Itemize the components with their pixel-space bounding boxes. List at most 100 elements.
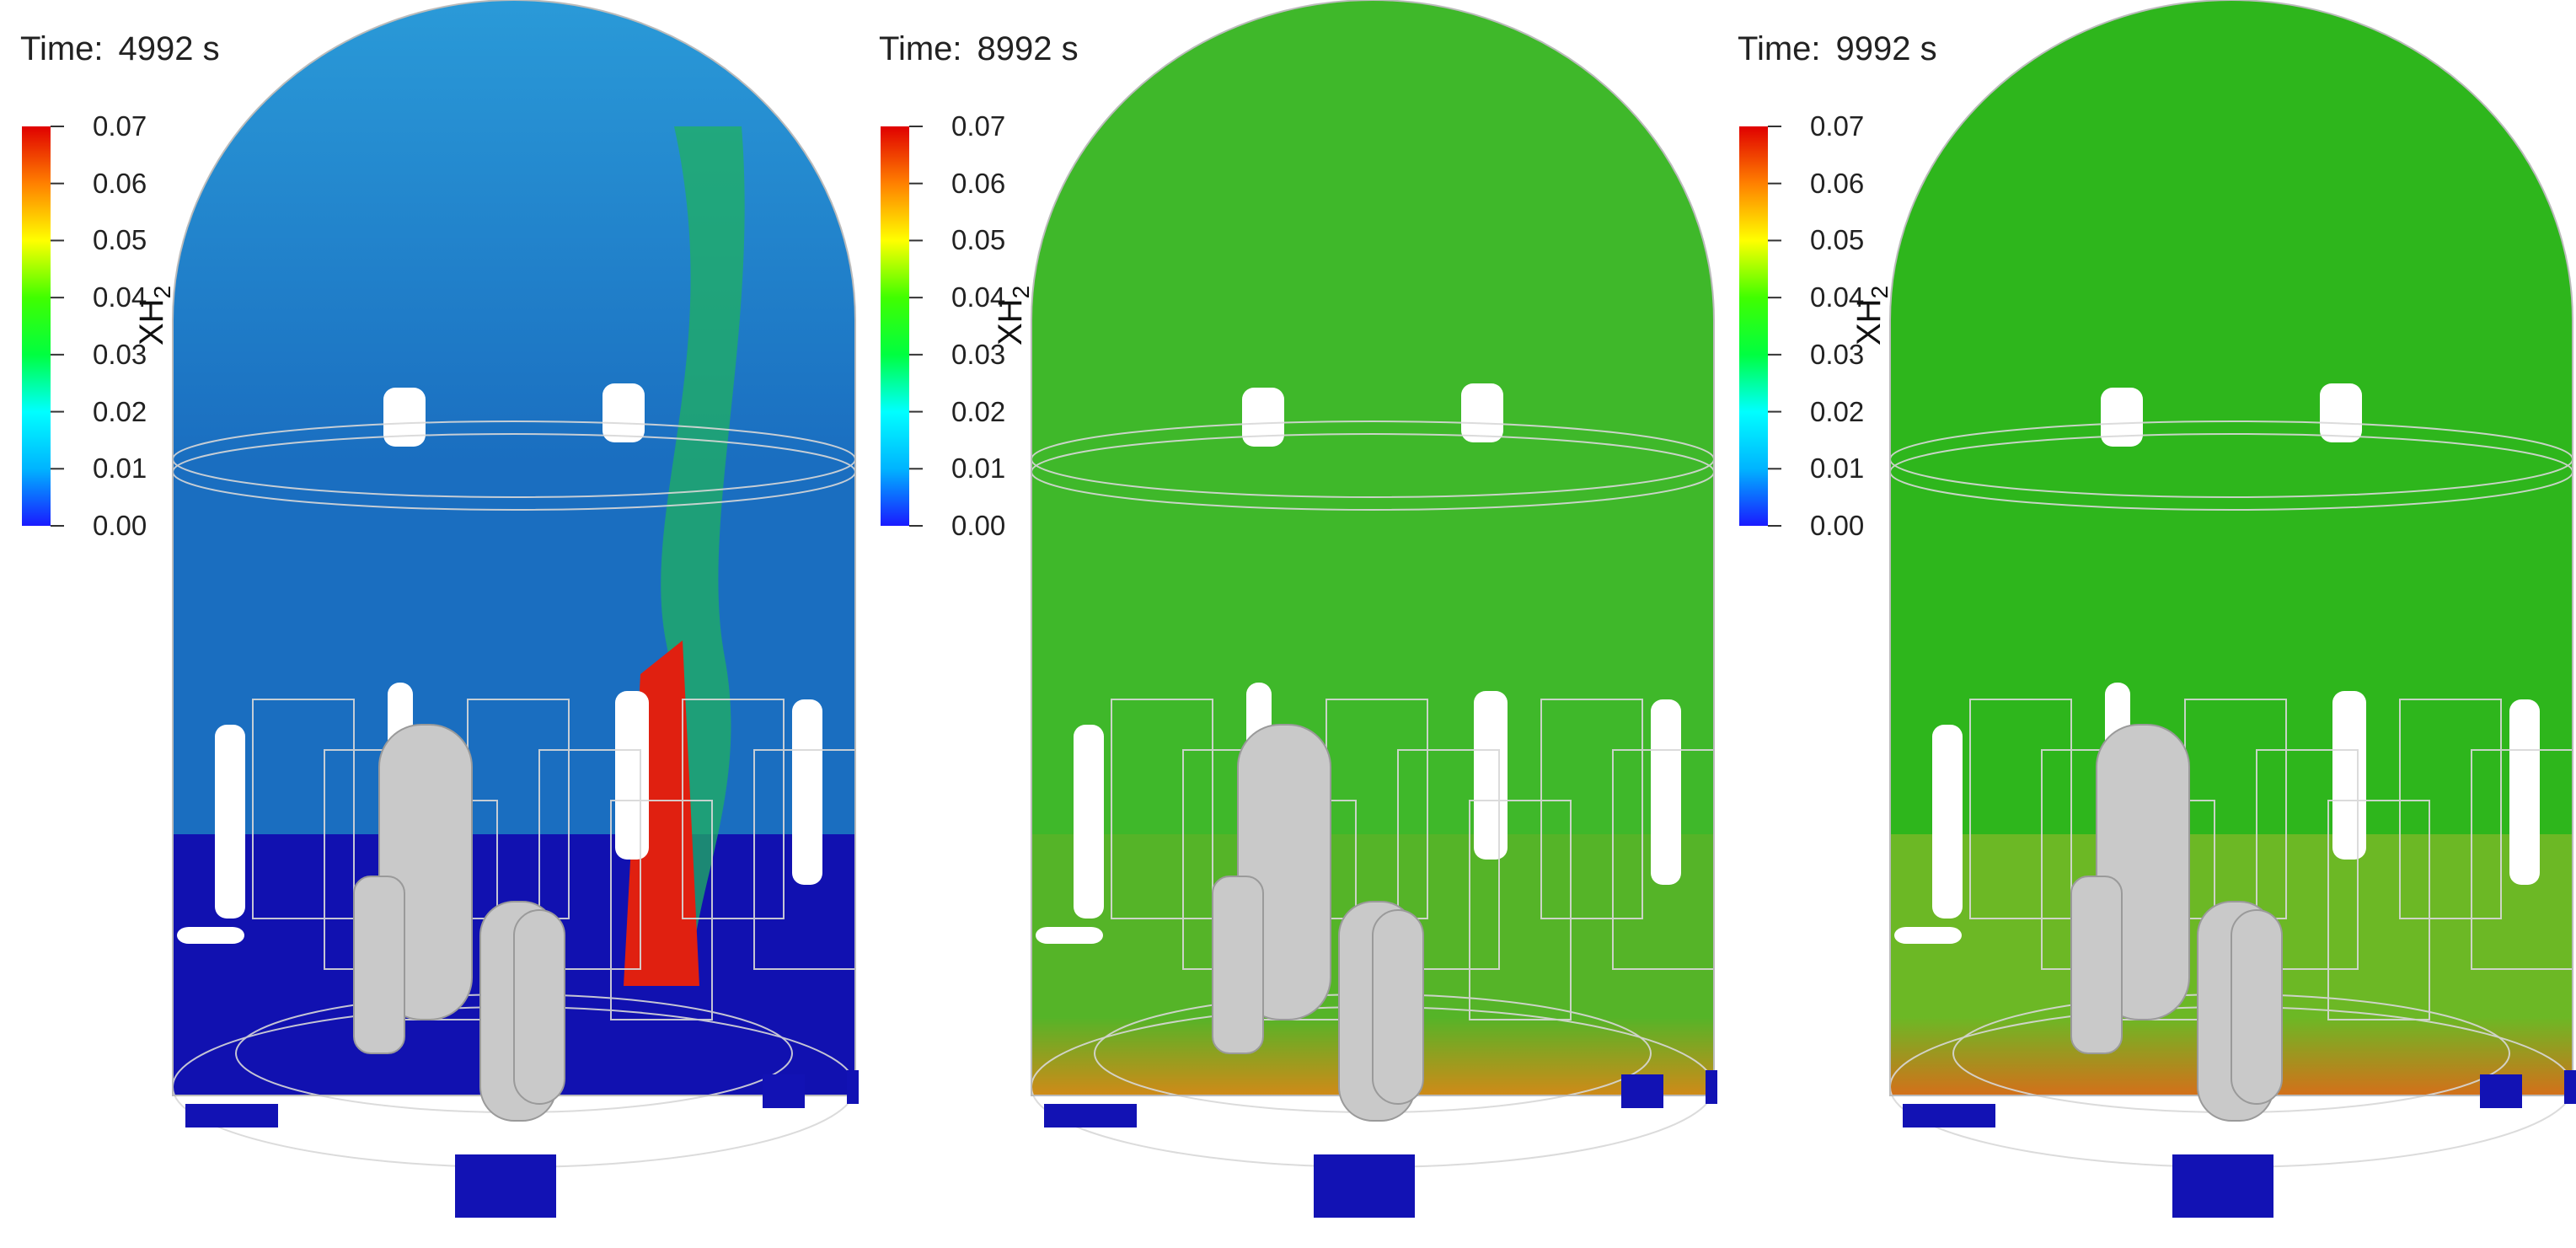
colorbar-scale	[881, 126, 909, 526]
opening	[792, 699, 822, 885]
opening	[1461, 383, 1503, 442]
colorbar-tick-label: 0.00	[93, 510, 147, 541]
frame-line	[1469, 800, 1572, 1020]
frame-line	[2256, 749, 2359, 970]
containment-outline	[172, 0, 856, 1096]
pump	[353, 876, 405, 1054]
opening	[2332, 691, 2366, 860]
colorbar-tick-label: 0.00	[951, 510, 1006, 541]
colorbar-tick-label: 0.01	[951, 453, 1006, 485]
colorbar-tick-label: 0.01	[1810, 453, 1865, 485]
colorbar-scale	[22, 126, 51, 526]
sump-region	[847, 1070, 859, 1104]
colorbar-title-sub: 2	[1866, 285, 1893, 299]
opening	[2509, 699, 2540, 885]
frame-line	[2327, 800, 2430, 1020]
frame-line	[1540, 699, 1643, 919]
colorbar-scale	[1739, 126, 1768, 526]
colorbar-title-sub: 2	[1008, 285, 1034, 299]
pump	[2070, 876, 2123, 1054]
frame-line	[610, 800, 713, 1020]
opening	[1651, 699, 1681, 885]
time-value: 8992 s	[977, 30, 1079, 67]
containment-render	[881, 0, 1717, 1218]
time-value: 9992 s	[1835, 30, 1937, 67]
colorbar-tick-label: 0.05	[951, 224, 1006, 256]
colorbar-tick-label: 0.03	[951, 338, 1006, 370]
colorbar-tick-label: 0.06	[93, 167, 147, 199]
frame-line	[1397, 749, 1500, 970]
reactor-components	[353, 724, 565, 1122]
colorbar-tick-label: 0.04	[93, 281, 147, 313]
reactor-components	[1212, 724, 1424, 1122]
opening	[602, 383, 645, 442]
sump-region	[1706, 1070, 1717, 1104]
colorbar-title: XH2	[992, 286, 1035, 345]
colorbar-title-text: XH	[133, 298, 170, 345]
sump-region	[763, 1074, 805, 1108]
colorbar-tick-label: 0.00	[1810, 510, 1865, 541]
sump-region	[455, 1154, 556, 1218]
sump-region	[1903, 1104, 1995, 1127]
colorbar-tick-label: 0.07	[1810, 110, 1865, 142]
panel-time-4992: Time: 4992 s 0.07 0.06 0.05 0.04 0.03 0.02 0.01…	[0, 0, 859, 1248]
sump-region	[1314, 1154, 1415, 1218]
colorbar-title-text: XH	[992, 298, 1029, 345]
colorbar-tick-label: 0.04	[1810, 281, 1865, 313]
opening	[2101, 388, 2143, 447]
colorbar-tick-label: 0.07	[93, 110, 147, 142]
colorbar-tick-label: 0.02	[951, 395, 1006, 427]
time-prefix: Time:	[1738, 30, 1821, 67]
opening	[1036, 927, 1103, 944]
frame-line	[252, 699, 355, 919]
containment-outline	[1031, 0, 1715, 1096]
opening	[383, 388, 426, 447]
colorbar-tick-label: 0.05	[1810, 224, 1865, 256]
time-label: Time: 9992 s	[1738, 30, 1937, 68]
loop-pipe	[513, 909, 565, 1105]
time-value: 4992 s	[118, 30, 220, 67]
containment-render	[1739, 0, 2576, 1218]
colorbar-title-text: XH	[1850, 298, 1888, 345]
opening	[1474, 691, 1508, 860]
time-label: Time: 4992 s	[20, 30, 220, 68]
colorbar-tick-label: 0.02	[93, 395, 147, 427]
containment-render	[22, 0, 859, 1218]
opening	[1932, 725, 1963, 919]
loop-pipe	[2231, 909, 2283, 1105]
colorbar-tick-label: 0.02	[1810, 395, 1865, 427]
colorbar-tick-label: 0.01	[93, 453, 147, 485]
sump-region	[2564, 1070, 2576, 1104]
loop-pipe	[1372, 909, 1424, 1105]
sump-region	[185, 1104, 278, 1127]
time-prefix: Time:	[879, 30, 962, 67]
panel-time-8992: Time: 8992 s 0.07 0.06 0.05 0.04 0.03 0.02 0.01…	[859, 0, 1717, 1248]
colorbar-title: XH2	[133, 286, 176, 345]
frame-line	[538, 749, 641, 970]
panel-time-9992: Time: 9992 s 0.07 0.06 0.05 0.04 0.03 0.02 0.01…	[1717, 0, 2576, 1248]
frame-line	[1111, 699, 1213, 919]
colorbar-tick-label: 0.06	[951, 167, 1006, 199]
time-label: Time: 8992 s	[879, 30, 1079, 68]
frame-line	[2399, 699, 2502, 919]
opening	[1074, 725, 1104, 919]
frame-line	[682, 699, 785, 919]
colorbar-tick-label: 0.03	[93, 338, 147, 370]
colorbar-title: XH2	[1850, 286, 1893, 345]
opening	[177, 927, 244, 944]
colorbar-tick-label: 0.03	[1810, 338, 1865, 370]
colorbar-tick-label: 0.06	[1810, 167, 1865, 199]
opening	[615, 691, 649, 860]
opening	[1894, 927, 1962, 944]
opening	[1242, 388, 1284, 447]
reactor-components	[2070, 724, 2283, 1122]
sump-region	[1044, 1104, 1137, 1127]
containment-outline	[1889, 0, 2573, 1096]
colorbar-tick-label: 0.07	[951, 110, 1006, 142]
colorbar-title-sub: 2	[149, 285, 175, 299]
opening	[215, 725, 245, 919]
frame-line	[1969, 699, 2072, 919]
sump-region	[2172, 1154, 2273, 1218]
colorbar-tick-label: 0.05	[93, 224, 147, 256]
time-prefix: Time:	[20, 30, 104, 67]
